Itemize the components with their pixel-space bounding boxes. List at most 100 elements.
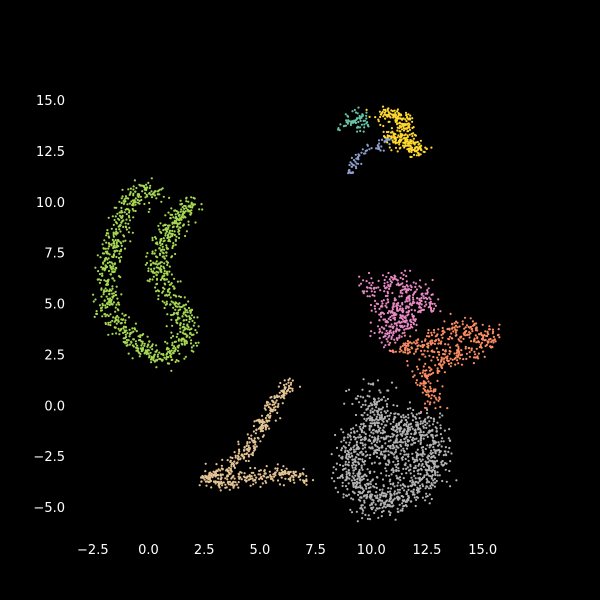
data-point [400, 271, 403, 275]
data-point [237, 458, 240, 461]
data-point [412, 458, 415, 461]
data-point [369, 334, 372, 338]
data-point [359, 472, 362, 475]
data-point [418, 427, 421, 430]
data-point [406, 138, 409, 142]
data-point [362, 396, 365, 399]
data-point [114, 221, 118, 224]
data-point [283, 379, 286, 382]
data-point [279, 417, 282, 420]
data-point [394, 111, 397, 114]
data-point [250, 437, 253, 440]
data-point [148, 278, 152, 281]
data-point [155, 260, 158, 263]
data-point [185, 309, 188, 312]
data-point [384, 442, 387, 445]
data-point [287, 478, 290, 481]
data-point [419, 437, 423, 440]
data-point [162, 237, 165, 240]
data-point [371, 422, 374, 425]
data-point [365, 117, 368, 120]
data-point [230, 477, 233, 480]
data-point [103, 259, 106, 263]
data-point [111, 292, 114, 295]
data-point [456, 359, 459, 362]
data-point [365, 122, 368, 125]
data-point [360, 405, 363, 409]
data-point [446, 357, 449, 360]
data-point [451, 326, 454, 329]
data-point [434, 407, 437, 410]
data-point [334, 486, 337, 489]
data-point [235, 483, 238, 486]
data-point [282, 465, 285, 468]
data-point [128, 335, 131, 338]
data-point [395, 386, 398, 389]
data-point [104, 250, 107, 253]
data-point [424, 389, 427, 392]
data-point [386, 490, 389, 494]
data-point [353, 444, 356, 447]
data-point [170, 313, 173, 317]
data-point [431, 302, 434, 305]
data-point [348, 441, 351, 444]
data-point [160, 261, 163, 264]
data-point [433, 394, 436, 398]
data-point [424, 447, 427, 451]
data-point [162, 240, 165, 243]
data-point [410, 286, 413, 289]
data-point [393, 109, 396, 112]
data-point [412, 281, 415, 284]
data-point [119, 250, 122, 253]
data-point [274, 474, 277, 477]
data-point [174, 213, 177, 216]
data-point [124, 239, 127, 242]
data-point [369, 383, 373, 386]
data-point [354, 450, 357, 453]
data-point [120, 242, 123, 245]
data-point [147, 343, 150, 346]
data-point [154, 249, 157, 252]
data-point [298, 385, 302, 388]
data-point [195, 331, 198, 334]
data-point [98, 281, 101, 284]
data-point [362, 425, 365, 428]
data-point [473, 350, 476, 353]
data-point [388, 287, 391, 290]
data-point [419, 302, 422, 305]
data-point [183, 340, 187, 343]
data-point [345, 494, 348, 497]
data-point [169, 213, 172, 216]
data-point [391, 435, 394, 438]
data-point [255, 445, 258, 448]
data-point [267, 427, 271, 430]
data-point [280, 394, 283, 397]
data-point [258, 419, 261, 422]
data-point [402, 351, 405, 354]
data-point [410, 432, 413, 435]
data-point [368, 281, 371, 285]
data-point [233, 451, 236, 454]
data-point [271, 477, 274, 480]
data-point [409, 407, 412, 410]
data-point [113, 218, 116, 222]
data-point [358, 479, 361, 482]
data-point [220, 467, 223, 470]
data-point [403, 145, 406, 148]
x-tick-label: 12.5 [413, 543, 442, 558]
data-point [273, 403, 276, 406]
data-point [449, 346, 452, 349]
data-point [399, 443, 402, 447]
data-point [286, 472, 289, 475]
data-point [361, 512, 364, 515]
data-point [232, 486, 235, 489]
data-point [445, 480, 448, 483]
data-point [437, 342, 440, 345]
data-point [403, 325, 406, 328]
data-point [114, 232, 117, 235]
data-point [456, 343, 459, 346]
data-point [410, 308, 413, 311]
data-point [439, 405, 442, 409]
data-point [358, 275, 361, 278]
